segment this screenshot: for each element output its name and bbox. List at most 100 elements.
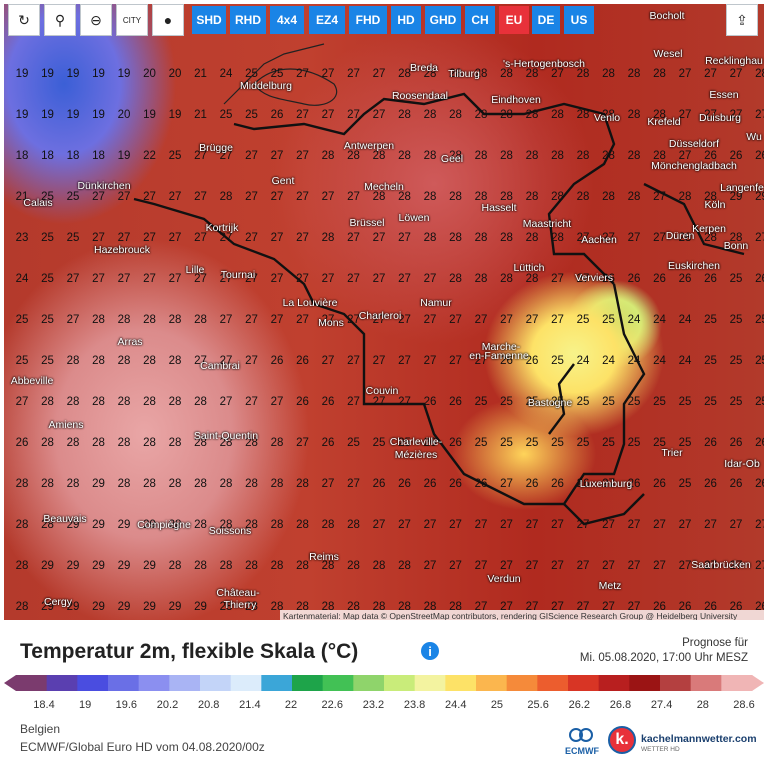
city-label[interactable]: Mons [318,317,344,329]
city-label[interactable]: Bocholt [649,10,685,22]
city-label[interactable]: Langenfe [720,182,764,194]
city-label[interactable]: Idar-Ob [724,458,760,470]
city-label[interactable]: Charleroi [358,310,402,322]
pin-shape-icon[interactable]: ● [152,4,184,36]
temperature-map[interactable]: 19 19 19 19 19 20 20 21 24 25 25 27 27 27 27 28 28 28 28 28… [4,4,764,620]
temperature-value: 29 [143,560,156,572]
city-label[interactable]: Château- [216,587,260,599]
city-label[interactable]: Düren [665,230,695,242]
temperature-value: 25 [41,191,54,203]
model-button-hd[interactable]: HD [391,6,421,34]
model-button-fhd[interactable]: FHD [349,6,387,34]
location-pin-icon[interactable]: ⚲ [44,4,76,36]
city-label[interactable]: Calais [23,197,53,209]
city-label[interactable]: Maastricht [522,218,572,230]
city-label[interactable]: Middelburg [240,80,292,92]
city-label[interactable]: Hazebrouck [93,244,151,256]
city-label[interactable]: Gent [271,175,295,187]
temperature-value: 27 [551,560,564,572]
temperature-value: 28 [500,150,513,162]
temperature-value: 27 [270,150,284,162]
city-label[interactable]: Marche- [481,341,521,353]
city-label[interactable]: Mecheln [364,181,404,193]
city-label[interactable]: Recklinghau [705,55,763,67]
city-label[interactable]: Antwerpen [343,140,395,152]
city-label[interactable]: Beauvais [43,513,87,525]
city-label[interactable]: Bastogne [527,397,573,409]
city-label[interactable]: Essen [709,89,739,101]
city-label[interactable]: Krefeld [647,116,681,128]
city-label[interactable]: Reims [309,551,339,563]
zoom-icon[interactable]: ⊖ [80,4,112,36]
model-button-ch[interactable]: CH [465,6,495,34]
kachelmann-logo[interactable]: k. [608,726,636,754]
city-label[interactable]: Geel [440,153,464,165]
model-button-eu[interactable]: EU [499,6,529,34]
city-label[interactable]: Wu [746,131,762,143]
city-label[interactable]: Lüttich [513,262,545,274]
city-label[interactable]: Brügge [199,142,233,154]
city-label[interactable]: Abbeville [10,375,54,387]
brand-text[interactable]: kachelmannwetter.com [641,733,757,745]
city-label[interactable]: Lille [185,264,205,276]
model-button-shd[interactable]: SHD [192,6,226,34]
city-label[interactable]: Arras [117,336,143,348]
city-label[interactable]: Euskirchen [668,260,720,272]
city-label[interactable]: Venlo [593,112,621,124]
city-label[interactable]: Duisburg [698,112,742,124]
city-label[interactable]: Löwen [398,212,430,224]
scale-swatch [568,675,600,691]
model-button-4x4[interactable]: 4x4 [270,6,304,34]
model-button-ghd[interactable]: GHD [425,6,461,34]
city-label[interactable]: Verdun [487,573,521,585]
city-label[interactable]: Dünkirchen [77,180,131,192]
city-label[interactable]: Cergy [43,596,73,608]
share-icon[interactable]: ⇪ [726,4,758,36]
city-label[interactable]: Eindhoven [491,94,541,106]
city-label[interactable]: Kerpen [692,223,726,235]
city-label[interactable]: Saint-Quentin [193,430,259,442]
city-label[interactable]: La Louvière [282,297,338,309]
city-label[interactable]: Mönchengladbach [651,160,737,172]
city-label[interactable]: Thierry [223,599,257,611]
temperature-value: 25 [729,396,743,408]
city-label[interactable]: Bonn [723,240,749,252]
city-label[interactable]: Verviers [575,272,613,284]
model-button-ez4[interactable]: EZ4 [309,6,345,34]
info-icon[interactable]: i [421,642,439,660]
refresh-icon[interactable]: ↻ [8,4,40,36]
city-label[interactable]: Tilburg [448,68,480,80]
city-label[interactable]: Soissons [208,525,252,537]
city-label[interactable]: Luxemburg [579,478,633,490]
model-button-us[interactable]: US [564,6,594,34]
model-button-de[interactable]: DE [532,6,560,34]
city-label[interactable]: Brüssel [349,217,385,229]
city-label[interactable]: Hasselt [481,202,517,214]
city-toggle[interactable]: CITY [116,4,148,36]
city-label[interactable]: Kortrijk [205,222,239,234]
temperature-value: 28 [168,355,182,367]
temperature-value: 27 [551,68,564,80]
city-label[interactable]: Aachen [581,234,617,246]
city-label[interactable]: Couvin [365,385,399,397]
city-label[interactable]: Wesel [653,48,683,60]
city-label[interactable]: Mézières [394,449,438,461]
city-label[interactable]: Charleville- [389,436,443,448]
city-label[interactable]: Compiègne [137,519,191,531]
city-label[interactable]: Saarbrücken [691,559,751,571]
city-label[interactable]: Roosendaal [391,90,449,102]
city-label[interactable]: Metz [598,580,622,592]
city-label[interactable]: Breda [409,62,439,74]
city-label[interactable]: Düsseldorf [668,138,720,150]
city-label[interactable]: Köln [704,199,726,211]
city-label[interactable]: Cambrai [200,360,240,372]
temperature-value: 27 [653,560,666,572]
city-label[interactable]: Trier [661,447,683,459]
city-label[interactable]: Tournai [220,269,256,281]
city-label[interactable]: Namur [420,297,452,309]
city-label[interactable]: Amiens [48,419,84,431]
temperature-value: 26 [525,355,539,367]
city-label[interactable]: en-Famenne [469,350,529,362]
model-button-rhd[interactable]: RHD [230,6,266,34]
city-label[interactable]: 's-Hertogenbosch [503,58,585,70]
